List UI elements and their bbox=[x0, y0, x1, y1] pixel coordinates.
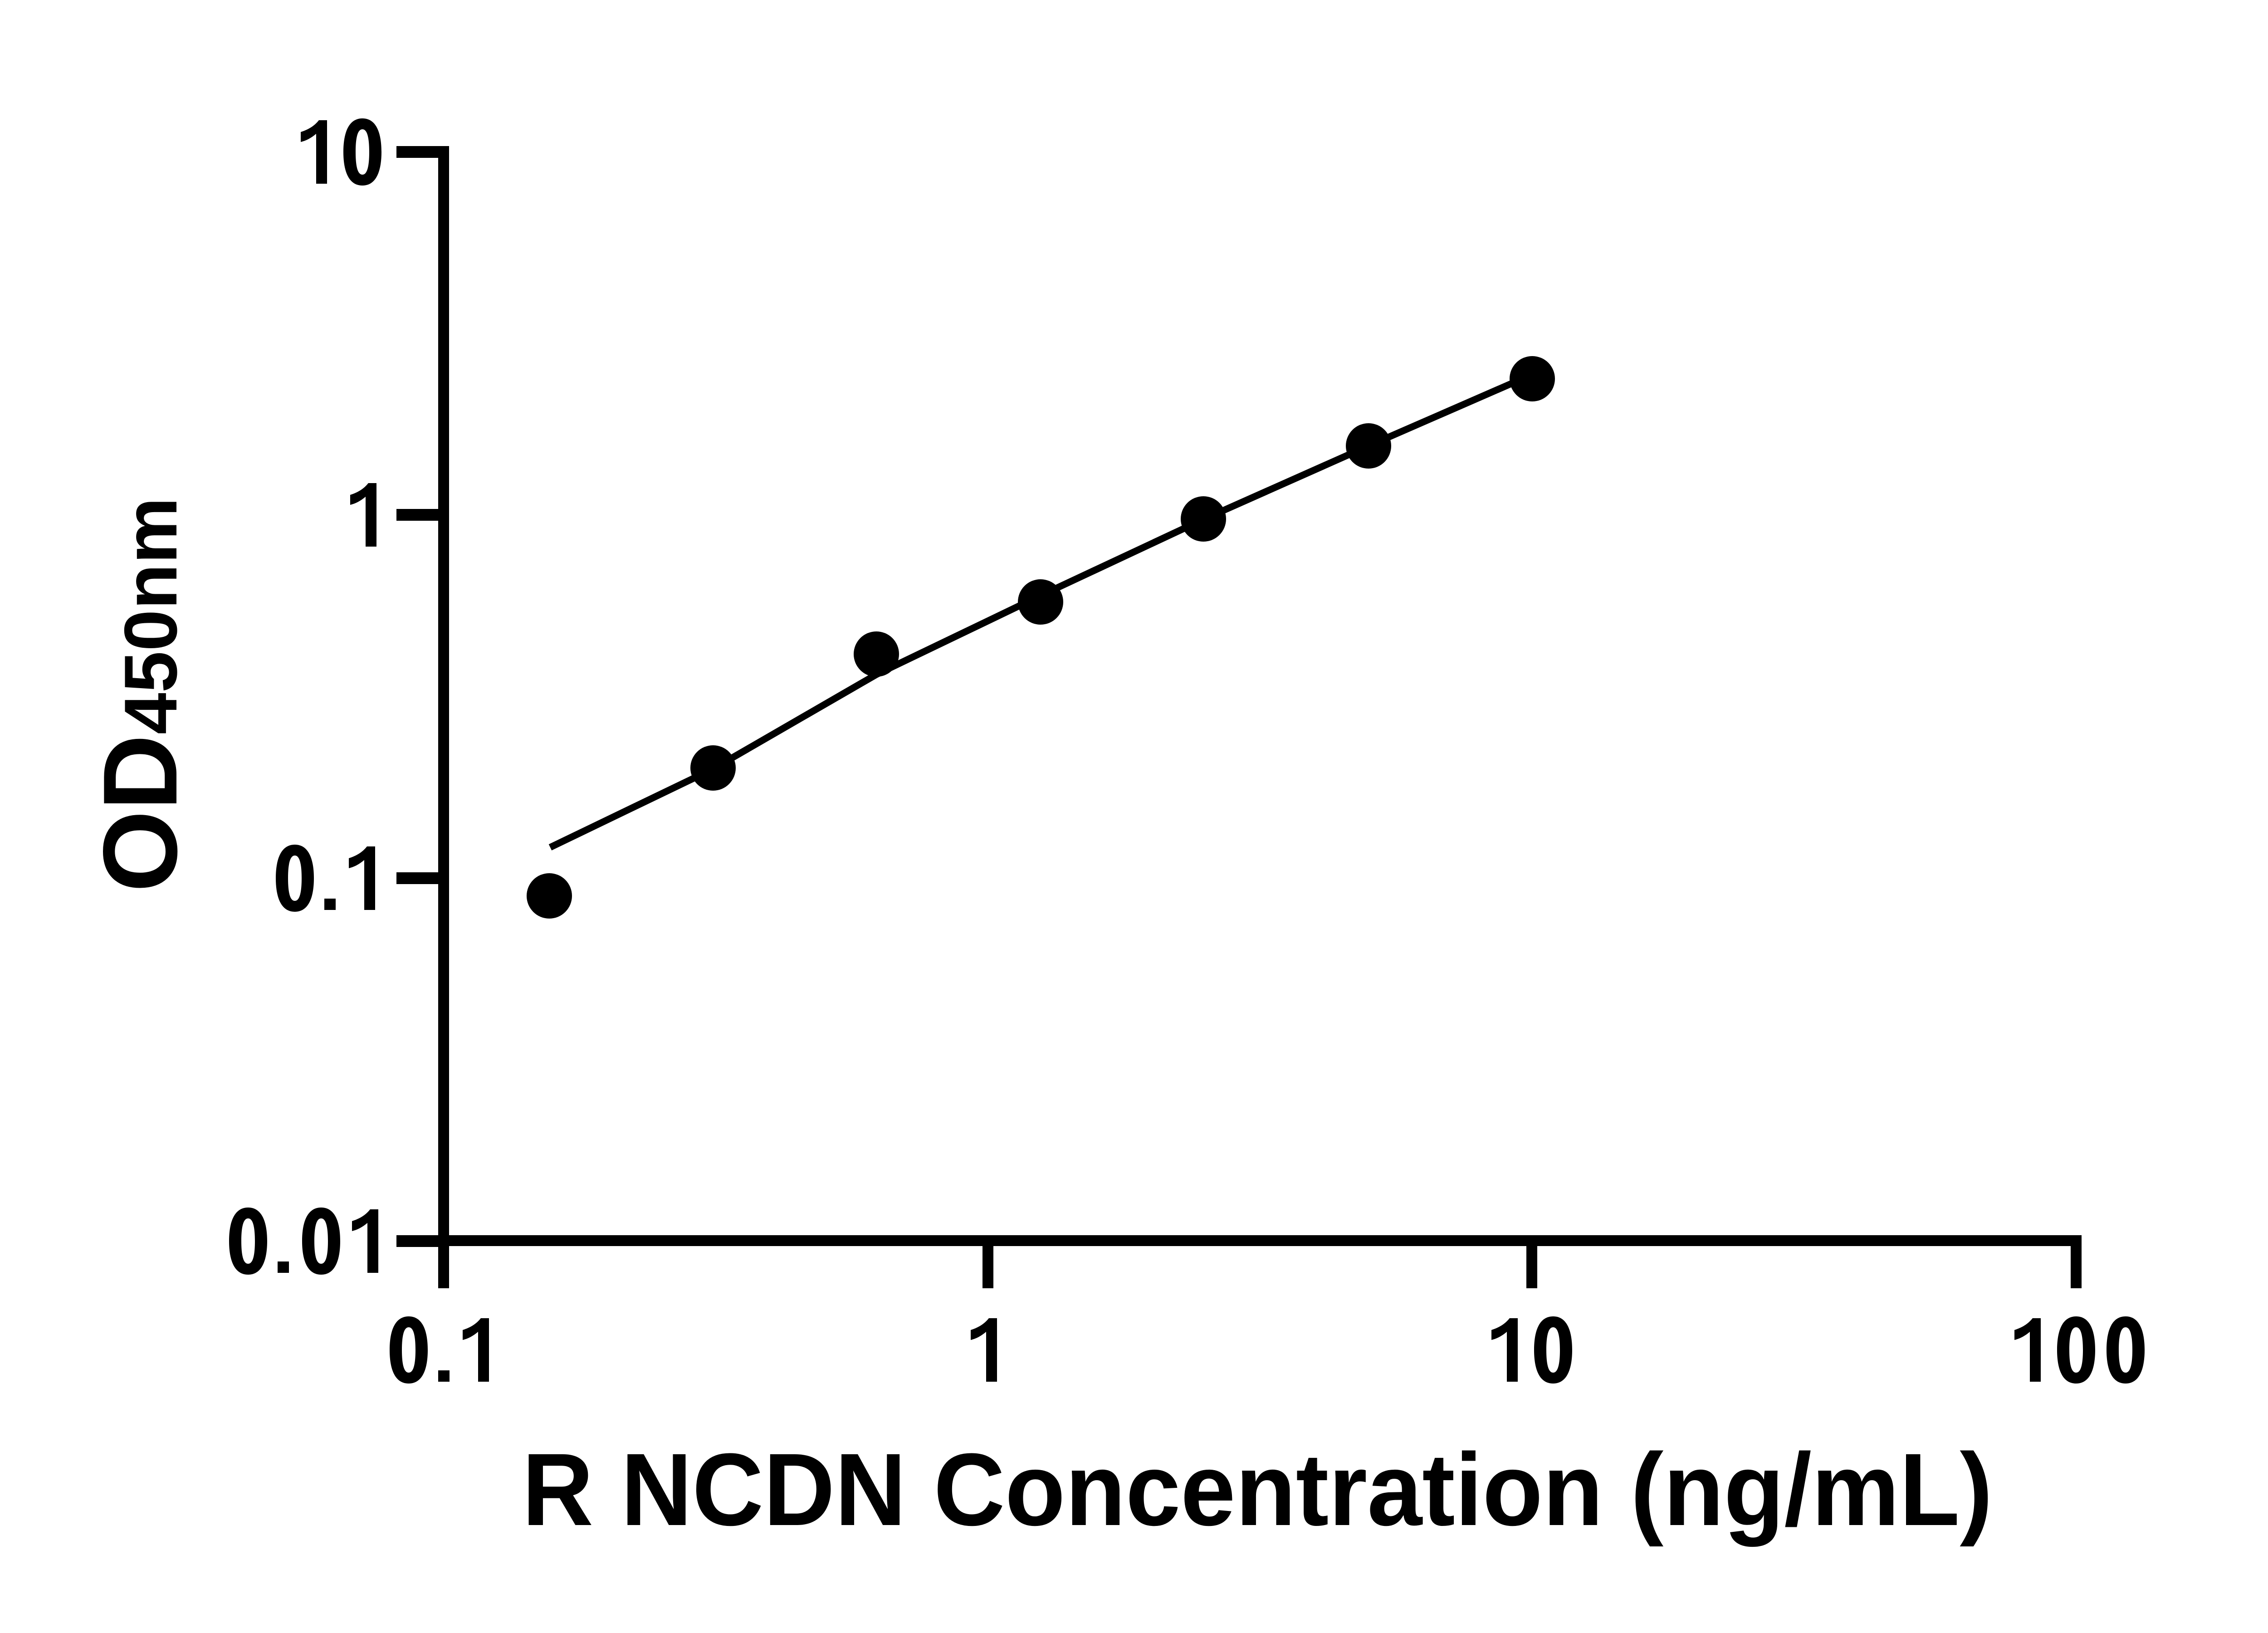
svg-text:R NCDN Concentration (ng/mL): R NCDN Concentration (ng/mL) bbox=[522, 1433, 1993, 1547]
